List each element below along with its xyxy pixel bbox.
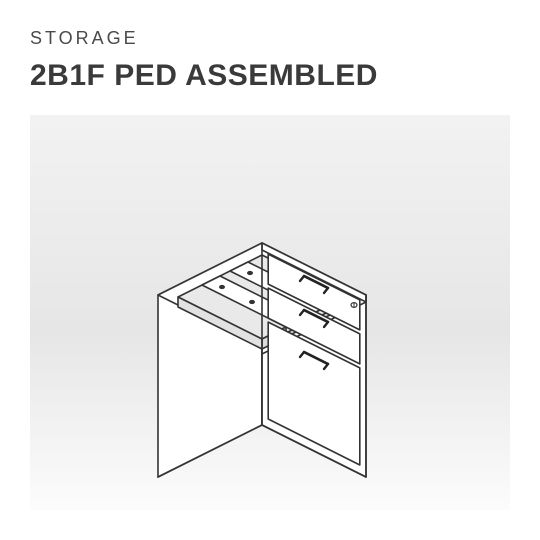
category-label: STORAGE [30,28,510,49]
product-sheet: STORAGE 2B1F PED ASSEMBLED [0,0,540,540]
lock-icon [351,303,357,308]
pedestal-diagram [30,115,510,510]
figure-container [30,115,510,510]
product-title: 2B1F PED ASSEMBLED [30,59,510,93]
